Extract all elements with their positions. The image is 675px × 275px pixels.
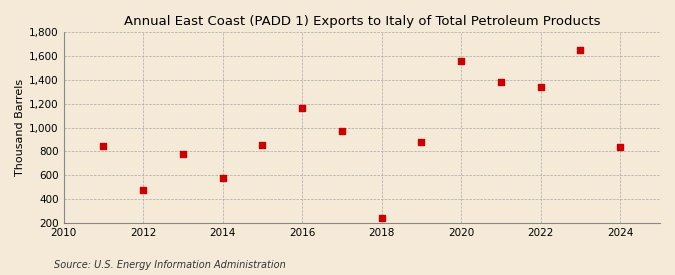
Point xyxy=(217,176,228,180)
Point xyxy=(98,144,109,148)
Point xyxy=(575,48,586,52)
Point xyxy=(337,128,348,133)
Point xyxy=(138,188,148,192)
Point xyxy=(297,106,308,111)
Point xyxy=(615,145,626,149)
Text: Source: U.S. Energy Information Administration: Source: U.S. Energy Information Administ… xyxy=(54,260,286,270)
Point xyxy=(58,225,69,230)
Title: Annual East Coast (PADD 1) Exports to Italy of Total Petroleum Products: Annual East Coast (PADD 1) Exports to It… xyxy=(124,15,600,28)
Point xyxy=(456,58,466,63)
Point xyxy=(495,80,506,84)
Point xyxy=(257,143,268,147)
Point xyxy=(178,152,188,157)
Point xyxy=(416,140,427,144)
Point xyxy=(376,216,387,221)
Y-axis label: Thousand Barrels: Thousand Barrels xyxy=(15,79,25,176)
Point xyxy=(535,85,546,89)
